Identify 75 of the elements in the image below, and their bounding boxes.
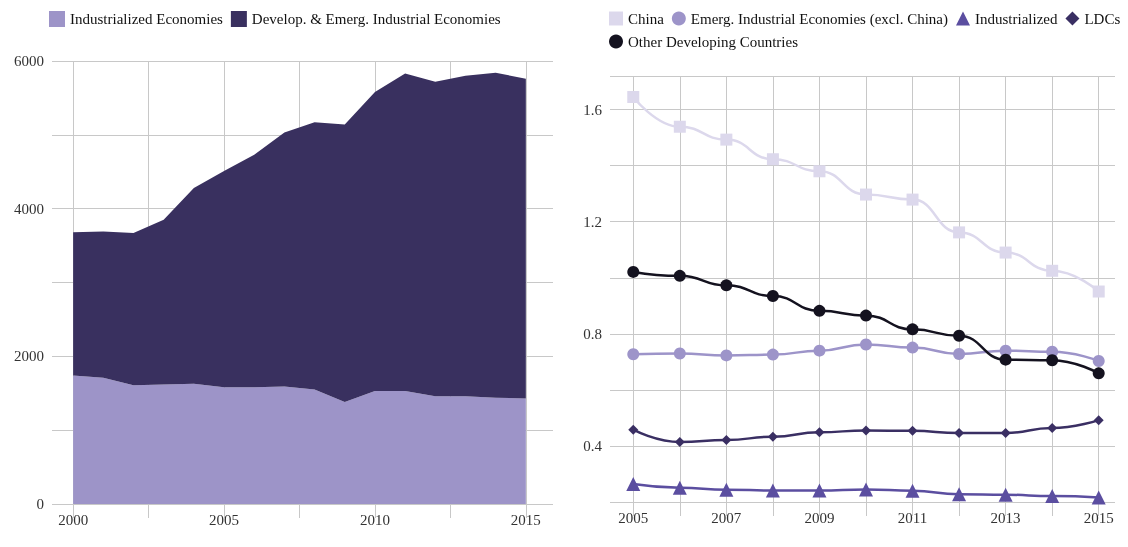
- y-tick-label: 0: [36, 496, 44, 512]
- point: [627, 348, 640, 361]
- legend-label: Develop. & Emerg. Industrial Economies: [251, 11, 501, 27]
- point: [813, 344, 826, 357]
- point: [720, 349, 733, 362]
- point: [906, 341, 919, 354]
- point: [953, 226, 966, 239]
- legend-label: Industrialized: [974, 10, 1058, 27]
- point: [673, 269, 686, 282]
- x-tick-label: 2000: [58, 511, 89, 528]
- point: [907, 425, 918, 436]
- point: [766, 153, 779, 166]
- point: [1046, 354, 1059, 367]
- x-tick-label: 2010: [359, 511, 390, 528]
- point: [766, 348, 779, 361]
- point: [860, 309, 872, 322]
- point: [1093, 415, 1104, 426]
- point: [998, 487, 1013, 502]
- point: [1046, 264, 1059, 277]
- point: [627, 265, 640, 278]
- point: [672, 480, 687, 495]
- legend-label: LDCs: [1084, 10, 1121, 27]
- point: [765, 483, 780, 498]
- x-tick-label: 2013: [990, 509, 1021, 526]
- x-tick-label: 2015: [1083, 509, 1114, 526]
- point: [628, 424, 639, 435]
- point: [673, 347, 686, 360]
- point: [1092, 285, 1105, 298]
- point: [766, 290, 779, 302]
- y-tick-label: 1.6: [583, 101, 603, 118]
- x-tick-label: 2009: [804, 509, 835, 526]
- point: [720, 279, 733, 292]
- point: [720, 133, 733, 146]
- y-tick-label: 4000: [14, 200, 44, 217]
- x-tick-label: 2007: [711, 509, 742, 526]
- point: [859, 188, 872, 201]
- point: [814, 427, 825, 438]
- point: [767, 431, 778, 442]
- y-tick-label: 1.2: [583, 213, 602, 230]
- point: [1000, 428, 1011, 439]
- point: [813, 304, 826, 317]
- point: [1045, 489, 1060, 504]
- point: [952, 487, 967, 502]
- point: [953, 348, 966, 361]
- y-tick-label: 6000: [14, 53, 44, 69]
- point: [953, 329, 966, 342]
- legend-label: China: [628, 10, 665, 27]
- x-tick-label: 2005: [618, 509, 649, 526]
- point: [1092, 367, 1105, 380]
- point: [905, 483, 920, 498]
- point: [1092, 355, 1105, 368]
- x-tick-label: 2005: [209, 511, 240, 528]
- y-tick-label: 2000: [14, 348, 44, 365]
- x-tick-label: 2011: [897, 509, 928, 526]
- point: [999, 246, 1012, 259]
- legend-label: Industrialized Economies: [70, 11, 224, 27]
- point: [1091, 490, 1106, 505]
- point: [858, 482, 873, 497]
- point: [999, 353, 1012, 366]
- point: [673, 120, 686, 133]
- y-tick-label: 0.4: [583, 437, 603, 454]
- legend-label: Emerg. Industrial Economies (excl. China): [690, 10, 948, 28]
- point: [906, 323, 919, 336]
- point: [906, 193, 919, 206]
- point: [721, 435, 732, 446]
- point: [626, 477, 641, 492]
- point: [719, 482, 734, 497]
- point: [627, 91, 640, 104]
- x-tick-label: 2015: [510, 511, 541, 528]
- point: [812, 483, 827, 498]
- y-tick-label: 0.8: [583, 325, 602, 342]
- legend-label: Other Developing Countries: [628, 33, 799, 50]
- point: [860, 338, 872, 351]
- point: [813, 165, 826, 178]
- point: [860, 425, 871, 436]
